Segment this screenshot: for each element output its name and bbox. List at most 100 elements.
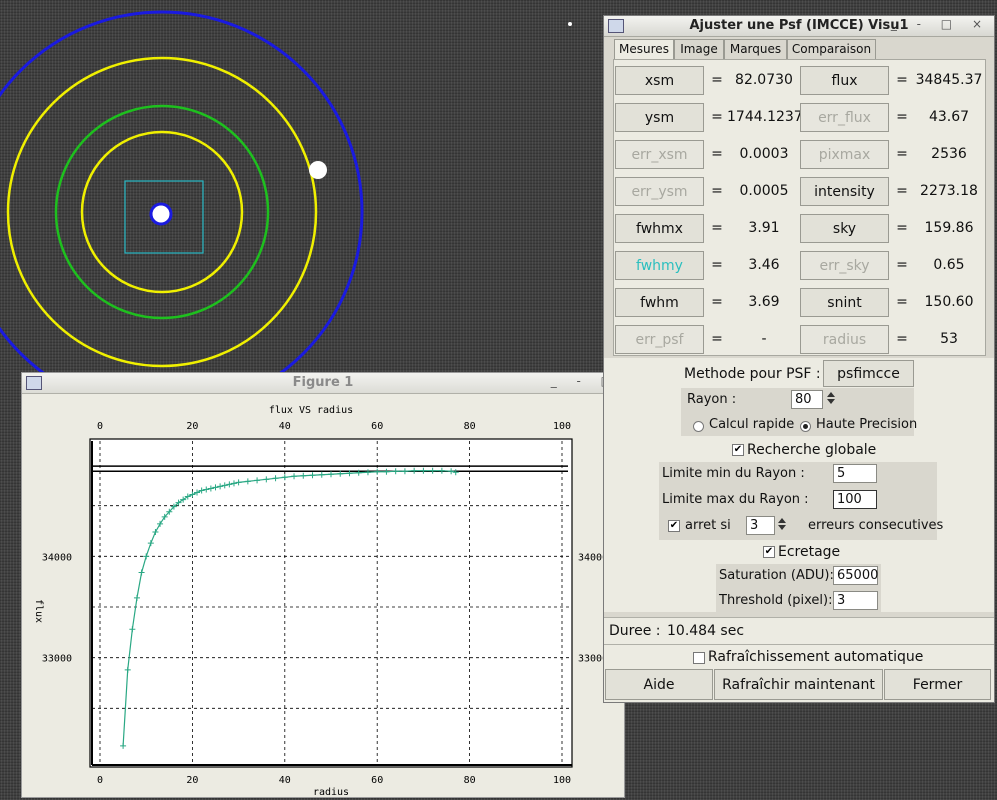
measure-button-err-flux[interactable]: err_flux (800, 103, 889, 132)
measure-button-radius[interactable]: radius (800, 325, 889, 354)
measure-button-flux[interactable]: flux (800, 66, 889, 95)
fermer-button[interactable]: Fermer (884, 669, 991, 700)
x-tick-label-top: 0 (97, 421, 103, 432)
measure-button-err-psf[interactable]: err_psf (615, 325, 704, 354)
x-tick-label-top: 60 (371, 421, 383, 432)
data-point (337, 470, 344, 477)
figure-titlebar[interactable]: Figure 1 _ - □ (22, 373, 624, 394)
radio-calcul-rapide[interactable] (693, 421, 704, 432)
arret-spinner[interactable] (776, 517, 787, 534)
data-point (207, 485, 214, 492)
measure-button-sky[interactable]: sky (800, 214, 889, 243)
x-tick-label-top: 40 (279, 421, 291, 432)
equals-sign: = (896, 109, 908, 125)
data-point (147, 540, 154, 547)
measure-value-fwhmy: 3.46 (748, 257, 780, 273)
measure-value-flux: 34845.37 (915, 72, 983, 88)
limite-min-input[interactable]: 5 (833, 464, 877, 483)
radio-haute-precision[interactable] (800, 421, 811, 432)
measure-button-fwhmy[interactable]: fwhmy (615, 251, 704, 280)
data-point (152, 529, 159, 536)
flux-radius-chart: 0 0 20 20 40 40 60 60 80 80 100 100 33000 33000 34000 3… (33, 405, 608, 797)
x-tick-label-bottom: 0 (97, 775, 103, 786)
method-button[interactable]: psfimcce (823, 360, 914, 387)
tab-mesures[interactable]: Mesures (614, 39, 674, 60)
psf-title: Ajuster une Psf (IMCCE) Visu1 (689, 18, 909, 33)
duree-label: Duree : (609, 623, 661, 639)
tab-comparaison[interactable]: Comparaison (787, 39, 876, 59)
rayon-spinner[interactable] (825, 391, 836, 408)
x-tick-label-top: 20 (186, 421, 198, 432)
erreurs-label: erreurs consecutives (808, 518, 944, 533)
window-icon[interactable] (608, 19, 624, 33)
measure-button-err-ysm[interactable]: err_ysm (615, 177, 704, 206)
measure-button-fwhm[interactable]: fwhm (615, 288, 704, 317)
rayon-input[interactable]: 80 (791, 390, 823, 409)
recherche-globale-label: Recherche globale (747, 442, 877, 458)
equals-sign: = (711, 257, 723, 273)
window-icon[interactable] (26, 376, 42, 390)
aide-button[interactable]: Aide (605, 669, 713, 700)
arret-checkbox[interactable]: ✔ (668, 520, 680, 532)
figure-window[interactable]: Figure 1 _ - □ 0 0 20 20 40 40 60 60 80 80 100 100 3… (21, 372, 625, 798)
measure-value-err-ysm: 0.0005 (739, 183, 789, 199)
limite-max-label: Limite max du Rayon : (662, 492, 809, 507)
data-point (221, 482, 228, 489)
data-point (291, 473, 298, 480)
window-controls[interactable]: _ - □ (550, 374, 620, 388)
data-point (217, 483, 224, 490)
measure-button-snint[interactable]: snint (800, 288, 889, 317)
radio-calcul-label: Calcul rapide (709, 417, 795, 432)
psf-dialog[interactable]: Ajuster une Psf (IMCCE) Visu1 _ - □ × Me… (603, 15, 995, 703)
measure-button-xsm[interactable]: xsm (615, 66, 704, 95)
measure-button-err-xsm[interactable]: err_xsm (615, 140, 704, 169)
data-point (157, 520, 164, 527)
data-point (189, 491, 196, 498)
data-point (355, 469, 362, 476)
data-point (383, 468, 390, 475)
equals-sign: = (896, 294, 908, 310)
data-point (120, 742, 127, 749)
data-point (392, 468, 399, 475)
saturation-input[interactable]: 65000 (833, 566, 878, 585)
equals-sign: = (896, 183, 908, 199)
footer-section: Rafraîchissement automatique Aide Rafraî… (604, 645, 994, 702)
measure-button-intensity[interactable]: intensity (800, 177, 889, 206)
refresh-auto-checkbox[interactable] (693, 652, 705, 664)
tab-marques[interactable]: Marques (724, 39, 787, 59)
measure-button-err-sky[interactable]: err_sky (800, 251, 889, 280)
refresh-now-button[interactable]: Rafraîchir maintenant (714, 669, 883, 700)
ecretage-checkbox[interactable]: ✔ (763, 546, 775, 558)
equals-sign: = (711, 294, 723, 310)
window-controls[interactable]: _ - □ × (890, 17, 990, 31)
equals-sign: = (896, 331, 908, 347)
refresh-auto-label: Rafraîchissement automatique (708, 649, 924, 665)
equals-sign: = (711, 331, 723, 347)
green-circle (54, 104, 270, 320)
measure-value-intensity: 2273.18 (920, 183, 978, 199)
measure-button-fwhmx[interactable]: fwhmx (615, 214, 704, 243)
measure-button-pixmax[interactable]: pixmax (800, 140, 889, 169)
data-point (143, 553, 150, 560)
duree-section: Duree : 10.484 sec (604, 617, 994, 645)
limite-max-input[interactable]: 100 (833, 490, 877, 509)
data-point (212, 484, 219, 491)
arret-input[interactable]: 3 (746, 516, 775, 535)
threshold-input[interactable]: 3 (833, 591, 878, 610)
data-point (129, 626, 136, 633)
data-point (411, 467, 418, 474)
psf-titlebar[interactable]: Ajuster une Psf (IMCCE) Visu1 _ - □ × (604, 16, 994, 37)
measure-value-fwhmx: 3.91 (748, 220, 780, 236)
measure-box (124, 180, 204, 254)
data-point (452, 469, 459, 476)
plot-area (89, 438, 573, 768)
recherche-globale-checkbox[interactable]: ✔ (732, 444, 744, 456)
data-point (318, 471, 325, 478)
data-point (309, 472, 316, 479)
measure-button-ysm[interactable]: ysm (615, 103, 704, 132)
y-axis-label: flux (33, 599, 44, 623)
tab-image[interactable]: Image (674, 39, 724, 59)
data-point (235, 479, 242, 486)
ecretage-label: Ecretage (778, 544, 841, 560)
